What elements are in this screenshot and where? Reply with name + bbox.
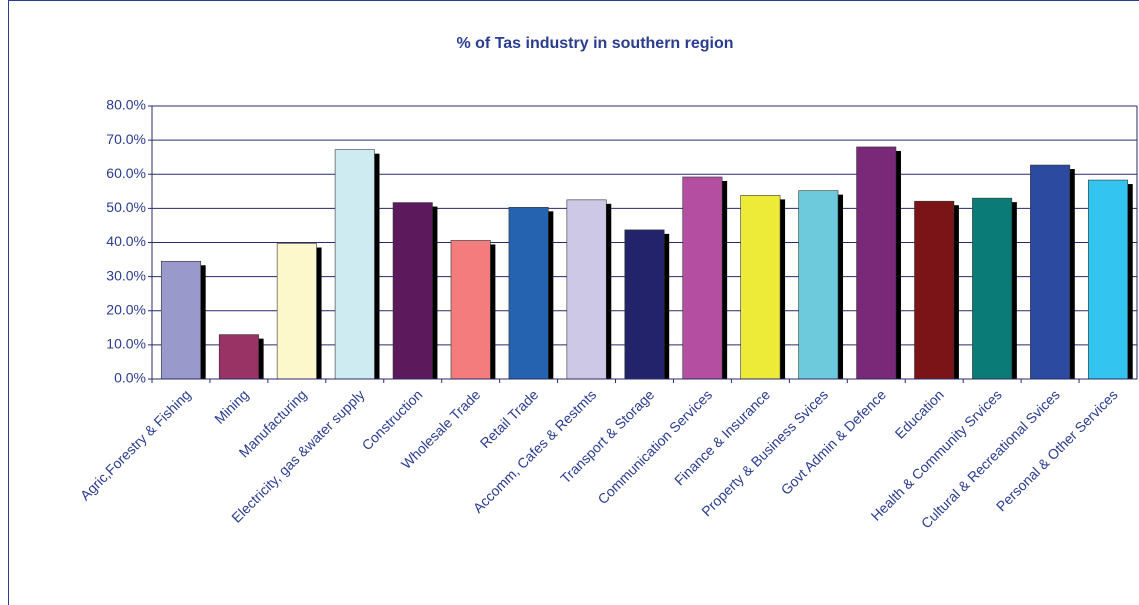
bar <box>566 199 607 380</box>
bar <box>276 243 317 380</box>
bar <box>160 260 201 380</box>
y-tick-label: 60.0% <box>106 165 146 181</box>
bar <box>334 149 375 380</box>
bar <box>972 197 1013 380</box>
bar <box>856 146 897 380</box>
y-tick-label: 30.0% <box>106 267 146 283</box>
bar <box>914 200 955 380</box>
bar <box>624 229 665 380</box>
bar <box>1088 179 1129 380</box>
bar <box>508 207 549 380</box>
bar <box>740 195 781 380</box>
y-tick-label: 40.0% <box>106 233 146 249</box>
chart-title: % of Tas industry in southern region <box>456 35 733 52</box>
bar <box>798 190 839 380</box>
bar <box>1030 164 1071 380</box>
bar <box>218 334 259 380</box>
y-tick-label: 20.0% <box>106 301 146 317</box>
y-tick-label: 80.0% <box>106 97 146 113</box>
y-tick-label: 50.0% <box>106 199 146 215</box>
y-tick-label: 0.0% <box>114 370 146 386</box>
bar <box>392 202 433 380</box>
bar <box>682 176 723 380</box>
bar <box>450 240 491 380</box>
y-tick-label: 70.0% <box>106 131 146 147</box>
y-tick-label: 10.0% <box>106 336 146 352</box>
